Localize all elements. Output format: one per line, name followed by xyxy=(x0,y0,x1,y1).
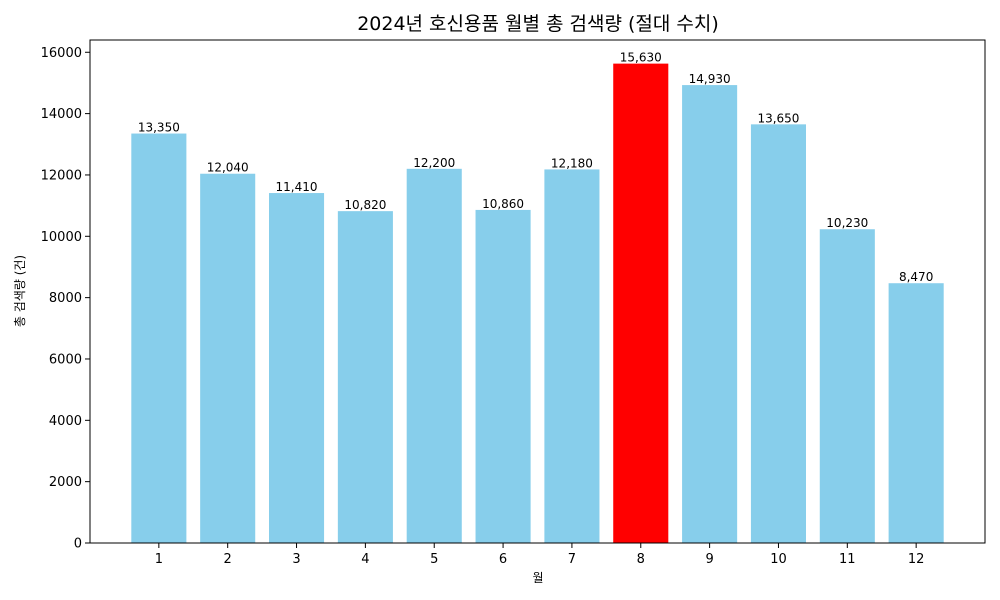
bar-value-label: 12,180 xyxy=(551,156,593,170)
y-tick-label: 4000 xyxy=(49,414,82,429)
bar-month-1 xyxy=(131,133,187,544)
x-tick-label: 10 xyxy=(770,552,787,567)
y-tick-label: 8000 xyxy=(49,291,82,306)
x-tick-label: 7 xyxy=(568,552,576,567)
bar-month-7 xyxy=(544,169,600,543)
bar-value-label: 10,230 xyxy=(826,216,868,230)
x-axis-ticks: 1 2 3 4 5 6 7 8 9 10 11 12 xyxy=(155,543,925,567)
bar-value-label: 14,930 xyxy=(689,72,731,86)
bar-value-label: 8,470 xyxy=(899,270,933,284)
bar-month-8 xyxy=(613,63,669,544)
bar-value-label: 12,040 xyxy=(207,161,249,175)
bar-value-label: 10,820 xyxy=(344,198,386,212)
y-axis-title: 총 검색량 (건) xyxy=(13,255,27,327)
y-tick-label: 16000 xyxy=(41,46,82,61)
y-tick-label: 14000 xyxy=(41,107,82,122)
x-axis-title: 월 xyxy=(532,571,543,585)
x-tick-label: 1 xyxy=(155,552,163,567)
x-tick-label: 9 xyxy=(705,552,713,567)
bar-month-6 xyxy=(475,209,531,544)
bar-month-4 xyxy=(337,211,393,543)
x-tick-label: 11 xyxy=(839,552,856,567)
bar-value-label: 13,650 xyxy=(757,111,799,125)
y-tick-label: 6000 xyxy=(49,352,82,367)
bar-month-12 xyxy=(888,283,944,543)
x-tick-label: 2 xyxy=(224,552,232,567)
x-tick-label: 6 xyxy=(499,552,507,567)
plot-frame xyxy=(89,39,986,544)
y-tick-label: 12000 xyxy=(41,168,82,183)
bar-month-5 xyxy=(406,168,462,543)
y-tick-label: 2000 xyxy=(49,475,82,490)
x-tick-label: 5 xyxy=(430,552,438,567)
y-tick-label: 0 xyxy=(74,537,82,552)
chart-title: 2024년 호신용품 월별 총 검색량 (절대 수치) xyxy=(357,13,719,35)
bar-month-2 xyxy=(200,173,256,543)
bar-value-label: 10,860 xyxy=(482,197,524,211)
x-tick-label: 8 xyxy=(637,552,645,567)
x-tick-label: 4 xyxy=(361,552,369,567)
bar-value-label: 15,630 xyxy=(620,51,662,65)
bar-month-3 xyxy=(269,193,325,544)
x-tick-label: 3 xyxy=(292,552,300,567)
x-tick-label: 12 xyxy=(908,552,925,567)
bars-group xyxy=(131,63,944,544)
y-tick-label: 10000 xyxy=(41,230,82,245)
bar-month-9 xyxy=(682,85,738,544)
bar-value-label: 13,350 xyxy=(138,121,180,135)
bar-value-label: 11,410 xyxy=(276,180,318,194)
bar-labels-group: 13,350 12,040 11,410 10,820 12,200 10,860 12,1… xyxy=(138,51,933,285)
bar-value-label: 12,200 xyxy=(413,156,455,170)
y-axis-ticks: 0 2000 4000 6000 8000 10000 12000 14000 16000 xyxy=(41,46,90,552)
bar-month-11 xyxy=(819,229,875,544)
bar-month-10 xyxy=(750,124,806,543)
